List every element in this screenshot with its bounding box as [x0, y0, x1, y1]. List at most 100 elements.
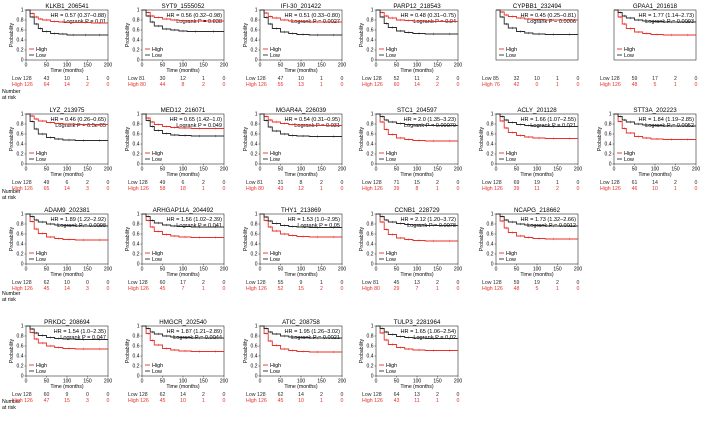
panel-title: PARP12_218543	[393, 3, 441, 10]
legend-label: Low	[506, 257, 516, 263]
panel-title: NCAPG_218662	[514, 207, 561, 214]
km-panel: SYT9_1555052 HR = 0.56 (0.32–0.98) Logrank…	[118, 2, 230, 102]
risk-value: Low 128	[128, 180, 148, 186]
x-tick-label: 50	[160, 379, 166, 385]
hazard-ratio: HR = 1.66 (1.07–2.55)	[520, 117, 576, 123]
km-plot-svg: PARP12_218543 HR = 0.48 (0.31–0.75)Logran…	[359, 3, 462, 88]
hazard-ratio: HR = 0.48 (0.31–0.75)	[400, 13, 456, 19]
x-tick-label: 200	[454, 267, 463, 273]
km-panel: IFI-30_201422 HR = 0.51 (0.33–0.80) Logran…	[236, 2, 348, 102]
risk-value: High 126	[12, 82, 33, 88]
y-tick-label: 0.4	[367, 142, 374, 148]
x-tick-label: 100	[63, 63, 72, 69]
x-tick-label: 150	[433, 63, 442, 69]
risk-value: 69	[514, 180, 520, 186]
risk-value: 10	[652, 186, 658, 192]
panel-title: MGAR4A_226039	[276, 107, 327, 114]
series-line-low	[260, 113, 342, 137]
panel-title: STT3A_202223	[633, 107, 677, 114]
panel-title: LYZ_213975	[50, 107, 86, 114]
risk-value: 0	[577, 180, 580, 186]
hazard-ratio: HR = 0.45 (0.25–0.81)	[520, 13, 576, 19]
hazard-ratio: HR = 1.73 (1.32–2.66)	[520, 217, 576, 223]
logrank-p: Logrank P = 0.0006	[527, 19, 576, 25]
risk-value: 47	[44, 398, 50, 404]
x-tick-label: 0	[375, 267, 378, 273]
y-tick-label: 0.8	[251, 222, 258, 228]
hazard-ratio: HR = 2.0 (1.35–3.23)	[404, 117, 457, 123]
risk-value: 45	[278, 398, 284, 404]
series-line-high	[142, 113, 224, 129]
risk-value: 0	[457, 286, 460, 292]
y-tick-label: 1	[137, 112, 140, 118]
series-line-low	[260, 9, 342, 36]
x-axis-label: Time (months)	[284, 68, 318, 74]
x-tick-label: 0	[259, 267, 262, 273]
hazard-ratio: HR = 1.65 (1.06–2.54)	[400, 329, 456, 335]
x-tick-label: 50	[394, 167, 400, 173]
risk-value: 14	[298, 392, 304, 398]
logrank-p: Logrank P = 0.021	[530, 123, 576, 129]
y-tick-label: 0.4	[17, 242, 24, 248]
legend-label: Low	[624, 157, 634, 163]
risk-value: 0	[86, 280, 89, 286]
x-tick-label: 50	[160, 267, 166, 273]
x-tick-label: 100	[179, 167, 188, 173]
number-at-risk-text: Number	[2, 89, 21, 95]
y-tick-label: 1	[21, 212, 24, 218]
series-line-low	[614, 9, 696, 23]
x-tick-label: 50	[514, 167, 520, 173]
y-tick-label: 0.6	[251, 232, 258, 238]
x-axis-label: Time (months)	[400, 68, 434, 74]
logrank-p: Logrank P = 0.05	[297, 223, 340, 229]
risk-value: Low 128	[12, 76, 32, 82]
risk-value: 14	[652, 180, 658, 186]
y-tick-label: 0.8	[133, 122, 140, 128]
risk-value: 1	[556, 82, 559, 88]
series-line-low	[26, 113, 108, 141]
risk-value: 0	[457, 180, 460, 186]
legend-label: High	[386, 151, 397, 157]
series-line-high	[26, 213, 108, 241]
y-tick-label: 0.6	[17, 132, 24, 138]
y-tick-label: 0.2	[367, 252, 374, 258]
y-tick-label: 0.2	[17, 152, 24, 158]
legend-label: High	[386, 251, 397, 257]
y-tick-label: 0.4	[17, 354, 24, 360]
hazard-ratio: HR = 1.53 (1.0–2.95)	[288, 217, 341, 223]
km-plot-svg: MED12_216071 HR = 0.65 (1.42–1.0)Logrank …	[125, 107, 228, 192]
km-plot-svg: PRKDC_208694 HR = 1.54 (1.0–2.35)Logrank …	[9, 319, 112, 404]
risk-value: 64	[44, 82, 50, 88]
risk-value: Low 128	[482, 280, 502, 286]
y-tick-label: 0.6	[17, 28, 24, 34]
legend-label: High	[506, 47, 517, 53]
panel-title: THY1_213869	[281, 207, 321, 214]
x-tick-label: 50	[160, 167, 166, 173]
y-tick-label: 0.6	[133, 232, 140, 238]
y-tick-label: 0.6	[17, 344, 24, 350]
y-tick-label: 0.8	[367, 334, 374, 340]
km-panel: ACLY_201128 HR = 1.66 (1.07–2.55) Logrank …	[472, 106, 584, 206]
panel-title: SYT9_1555052	[161, 3, 205, 10]
x-axis-label: Time (months)	[284, 272, 318, 278]
number-at-risk-text: at risk	[2, 405, 16, 411]
km-plot-svg: ACLY_201128 HR = 1.66 (1.07–2.55)Logrank …	[479, 107, 582, 192]
series-line-low	[376, 213, 458, 226]
series-line-low	[142, 325, 224, 339]
legend-label: Low	[386, 157, 396, 163]
x-tick-label: 150	[317, 267, 326, 273]
y-tick-label: 0.4	[17, 38, 24, 44]
risk-value: High 126	[362, 398, 383, 404]
y-tick-label: 0	[255, 374, 258, 380]
y-tick-label: 0.4	[605, 142, 612, 148]
y-axis-label: Probability	[359, 126, 365, 151]
km-panel: ARHGAP11A_204492 HR = 1.56 (1.02–2.39) Log…	[118, 206, 230, 306]
y-tick-label: 0.4	[487, 142, 494, 148]
y-tick-label: 0.6	[367, 344, 374, 350]
legend-label: Low	[270, 157, 280, 163]
km-panel: HMGCR_202540 HR = 1.87 (1.21–2.89) Logrank…	[118, 318, 230, 418]
x-tick-label: 200	[220, 267, 229, 273]
legend-label: High	[270, 251, 281, 257]
